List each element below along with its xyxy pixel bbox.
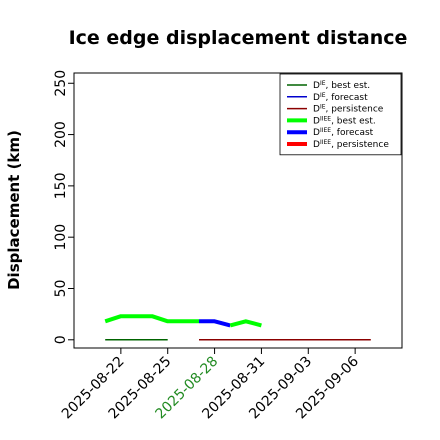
legend-entry-4: DIIEE, forecast [313,127,374,138]
legend-sup-5: IIEE [320,139,331,146]
legend-box [279,73,402,156]
y-tick-label-1: 50 [53,280,69,298]
legend-entry-1: DIE, forecast [313,92,368,103]
legend-suffix-5: , persistence [331,140,389,150]
legend-suffix-1: , forecast [326,93,369,103]
legend-sup-3: IIEE [320,115,331,122]
series-line-3 [104,314,199,324]
legend-sup-0: IE [320,80,326,87]
legend-entry-2: DIE, persistence [313,104,384,115]
legend-entry-5: DIIEE, persistence [313,139,389,150]
legend-entry-3: DIIEE, best est. [313,115,376,126]
y-axis: 0 50 100 150 200 250 [53,70,74,344]
legend-main-0: D [313,81,320,91]
series-layer [104,314,371,341]
x-axis: 2025-08-222025-08-252025-08-282025-08-31… [59,348,362,422]
legend-main-5: D [313,140,320,150]
y-axis-label: Displacement (km) [5,130,23,290]
series-line-6 [229,319,262,328]
legend-suffix-4: , forecast [331,128,374,138]
legend-sup-4: IIEE [320,127,331,134]
legend-entry-0: DIE, best est. [313,80,370,91]
plot-frame [73,72,403,349]
legend-main-4: D [313,128,320,138]
y-tick-label-3: 150 [53,173,69,200]
y-tick-label-2: 100 [53,224,69,251]
series-line-4 [199,319,231,328]
legend-main-1: D [313,93,320,103]
y-tick-label-5: 250 [53,70,69,97]
chart-title: Ice edge displacement distance [69,27,408,49]
legend-sup-1: IE [320,92,326,99]
legend-suffix-3: , best est. [331,116,376,126]
legend-main-3: D [313,116,320,126]
y-tick-label-4: 200 [53,121,69,148]
legend-suffix-0: , best est. [326,81,371,91]
y-tick-label-0: 0 [53,335,69,344]
legend-main-2: D [313,105,320,115]
legend-sup-2: IE [320,104,326,111]
legend-suffix-2: , persistence [326,105,384,115]
